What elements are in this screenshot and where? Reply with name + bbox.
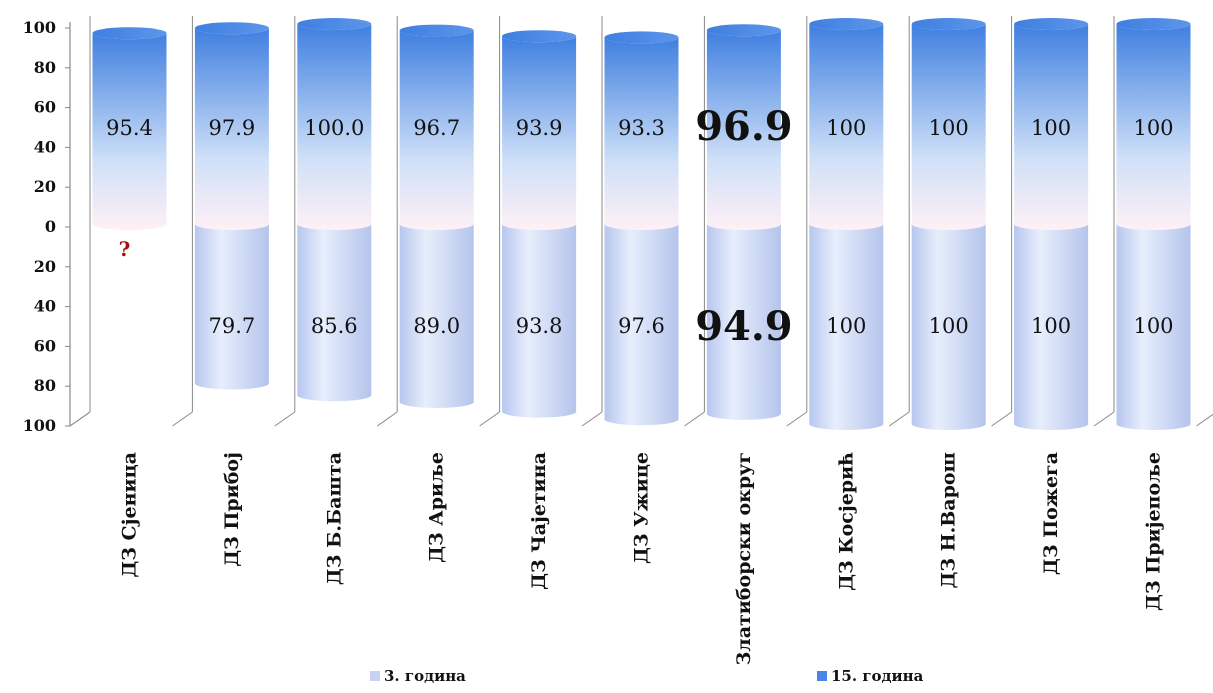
bar-15-godina-дз-ариље (399, 24, 474, 231)
bar-3-godina-дз-б-башта (297, 218, 372, 402)
data-label-3-godina: 100 (929, 314, 969, 338)
data-label-3-godina: 85.6 (311, 314, 358, 338)
data-label-15-godina: 95.4 (106, 116, 153, 140)
x-tick-label: ДЗ Пожега (1040, 452, 1062, 575)
data-label-15-godina: 93.9 (516, 116, 563, 140)
axis-layer: 100 80 60 40 20 0 20 40 60 80 100 (23, 16, 1213, 435)
legend-swatch-15-godina (817, 671, 827, 681)
floor-tick (991, 411, 1012, 427)
legend-item-15-godina: 15. година (817, 667, 923, 685)
x-tick-label: ДЗ Ариље (426, 452, 448, 563)
floor-tick (172, 411, 193, 427)
bar-15-godina-дз-н-варош (911, 18, 986, 231)
legend-label-15-godina: 15. година (831, 667, 924, 685)
data-label-3-godina: 97.6 (618, 314, 665, 338)
bar-3-godina-дз-ариље (399, 218, 474, 408)
data-label-3-godina: 93.8 (516, 314, 563, 338)
x-tick-label: ДЗ Н.Варош (938, 452, 960, 589)
data-label-3-godina: 100 (1133, 314, 1173, 338)
y-tick-label: 80 (34, 58, 56, 77)
y-tick-label: 20 (34, 257, 56, 276)
y-tick-label: 100 (23, 416, 56, 435)
floor-tick (376, 411, 398, 427)
x-tick-label: ДЗ Прибој (221, 452, 243, 567)
y-tick-label: 40 (34, 297, 56, 316)
legend-item-3-godina: 3. година (370, 667, 466, 685)
data-label-15-godina: 100 (929, 116, 969, 140)
bar-15-godina-дз-прибој (194, 22, 269, 231)
y-tick-label: 60 (34, 336, 56, 355)
legend-swatch-3-godina (370, 671, 380, 681)
x-tick-label: ДЗ Б.Башта (323, 452, 345, 585)
data-label-3-godina: 79.7 (209, 314, 256, 338)
floor-tick (684, 411, 705, 427)
data-label-15-godina: 100 (1133, 116, 1173, 140)
bar-15-godina-дз-пожега (1014, 18, 1089, 231)
y-tick-label: 20 (34, 177, 56, 196)
bar-15-godina-дз-ужице (604, 31, 679, 231)
labels-layer: 95.4? ДЗ Сјеница 97.9 79.7 ДЗ Прибој 100.0 85.… (106, 103, 1173, 665)
bar-15-godina-златиборски-округ (706, 24, 781, 231)
y-tick-label: 0 (45, 217, 56, 236)
data-label-15-godina: 96.7 (413, 116, 460, 140)
legend-label-3-godina: 3. година (384, 667, 466, 685)
data-label-3-godina: 100 (1031, 314, 1071, 338)
x-tick-label: ДЗ Ужице (631, 452, 653, 564)
data-label-15-godina: 100 (1031, 116, 1071, 140)
y-tick-label: 100 (23, 18, 56, 37)
bar-15-godina-дз-пријепоље (1116, 18, 1191, 231)
y-tick-label: 80 (34, 376, 56, 395)
y-tick-label: 40 (34, 137, 56, 156)
data-label-15-godina: 100 (826, 116, 866, 140)
x-tick-label: ДЗ Пријепоље (1143, 452, 1165, 611)
floor-tick (69, 411, 91, 427)
data-label-3-godina: 89.0 (413, 314, 460, 338)
bar-15-godina-дз-косјерић (809, 18, 884, 231)
floor-tick (1196, 413, 1213, 427)
floor-tick (1093, 411, 1115, 427)
data-label-15-godina: 97.9 (209, 116, 256, 140)
y-tick-label: 60 (34, 98, 56, 117)
bar-3-godina-дз-прибој (194, 218, 269, 390)
data-label-15-godina: 96.9 (695, 103, 792, 150)
floor-tick (888, 411, 910, 427)
bar-15-godina-дз-сјеница (92, 27, 167, 231)
floor-tick (274, 411, 296, 427)
data-label-3-godina: 94.9 (695, 303, 792, 350)
x-tick-label: ДЗ Сјеница (119, 452, 141, 578)
data-label-3-godina-missing: ? (119, 237, 131, 261)
floor-tick (581, 411, 603, 427)
data-label-3-godina: 100 (826, 314, 866, 338)
floor-tick (786, 411, 808, 427)
x-tick-label: ДЗ Косјерић (835, 452, 857, 591)
bar-15-godina-дз-б-башта (297, 18, 372, 231)
data-label-15-godina: 100.0 (304, 116, 364, 140)
bars-layer (92, 18, 1191, 431)
bar-15-godina-дз-чајетина (502, 30, 577, 230)
x-tick-label: Златиборски округ (733, 452, 755, 665)
x-tick-label: ДЗ Чајетина (528, 452, 550, 590)
floor-tick (479, 411, 500, 427)
data-label-15-godina: 93.3 (618, 116, 665, 140)
